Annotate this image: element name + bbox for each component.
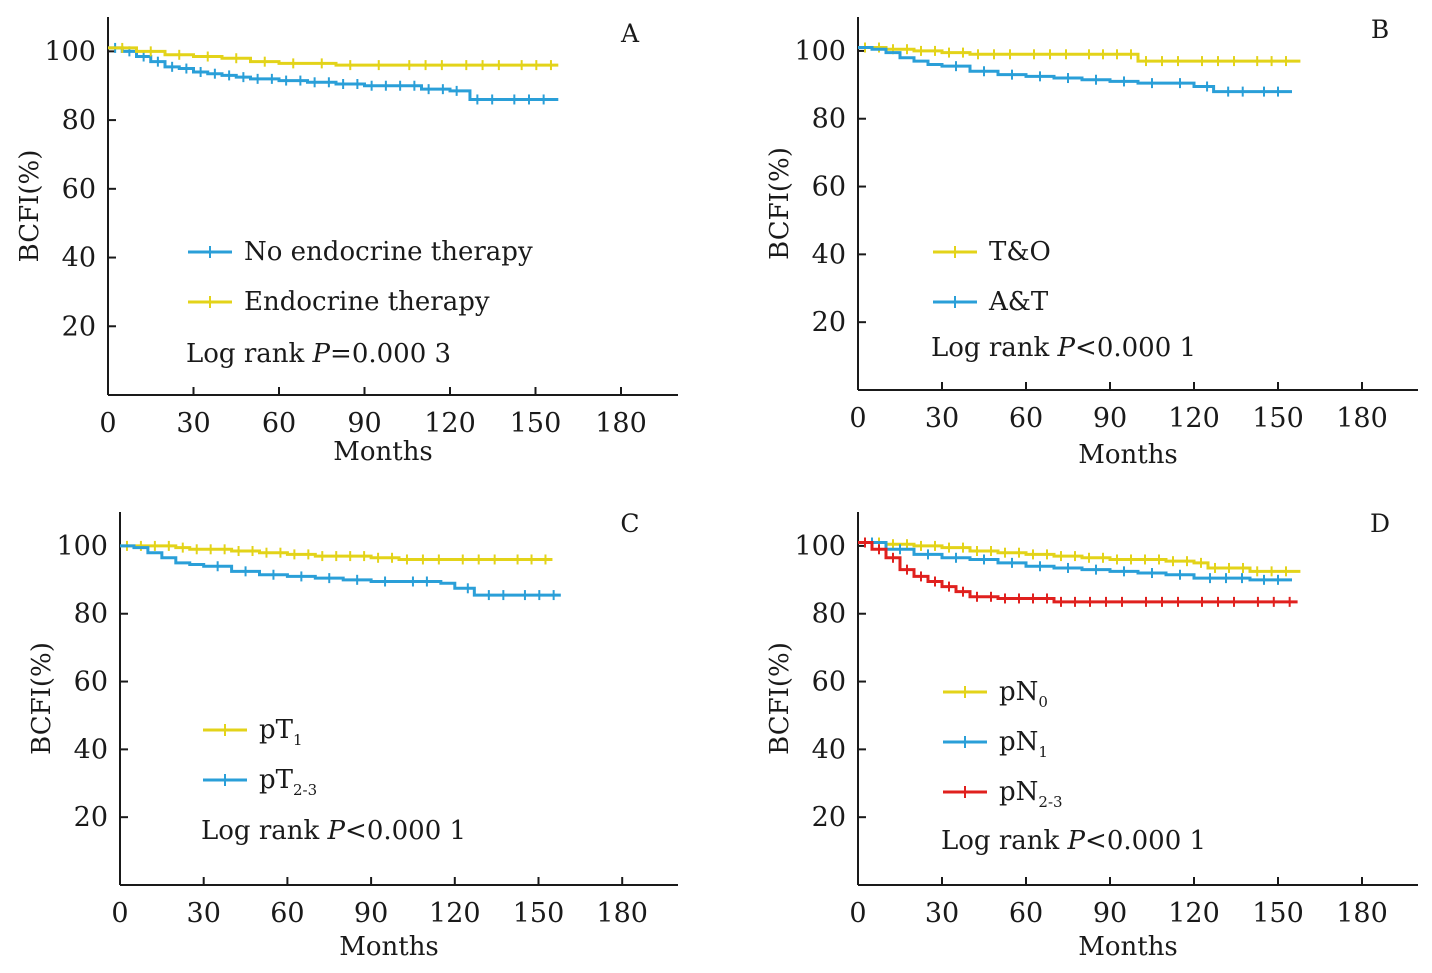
x-tick-label: 180 xyxy=(1336,898,1388,929)
x-tick-label: 120 xyxy=(424,408,476,439)
series-line xyxy=(858,46,1301,63)
y-tick-label: 20 xyxy=(812,307,846,338)
y-tick-label: 60 xyxy=(812,172,846,203)
y-tick-label: 60 xyxy=(74,667,108,698)
y-tick-label: 40 xyxy=(812,734,846,765)
x-tick-label: 0 xyxy=(849,898,866,929)
x-tick-label: 150 xyxy=(1252,898,1304,929)
legend-label: T&O xyxy=(989,237,1051,267)
panel-c: 0 30 60 90 120 150 180 20 40 60 80 100 Months BCFI(%)… xyxy=(27,509,678,962)
panel-a: 0 30 60 90 120 150 180 20 40 60 80 100 Months BCFI(%)… xyxy=(15,17,678,467)
y-axis-title: BCFI(%) xyxy=(765,147,795,260)
y-tick-label: 40 xyxy=(62,243,96,274)
x-tick-label: 60 xyxy=(1009,403,1043,434)
series-line xyxy=(858,541,1298,604)
x-axis-title: Months xyxy=(333,437,433,467)
x-tick-label: 120 xyxy=(1168,898,1220,929)
logrank-annotation: Log rank P<0.000 1 xyxy=(201,816,466,846)
x-tick-label: 120 xyxy=(1168,403,1220,434)
x-tick-label: 30 xyxy=(187,898,221,929)
x-tick-label: 180 xyxy=(1336,403,1388,434)
legend-label: pN1 xyxy=(999,727,1048,761)
logrank-annotation: Log rank P=0.000 3 xyxy=(186,339,451,369)
x-tick-label: 0 xyxy=(99,408,116,439)
legend-label: pN0 xyxy=(999,677,1048,711)
y-tick-label: 40 xyxy=(74,734,108,765)
x-tick-label: 60 xyxy=(262,408,296,439)
legend-label: pT1 xyxy=(259,715,303,749)
panel-b: 0 30 60 90 120 150 180 20 40 60 80 100 Months BCFI(%)… xyxy=(765,15,1418,470)
y-tick-label: 20 xyxy=(74,802,108,833)
series-line xyxy=(108,46,559,67)
y-tick-label: 100 xyxy=(794,531,846,562)
panel-letter: B xyxy=(1371,15,1389,44)
y-axis-title: BCFI(%) xyxy=(15,150,45,263)
x-axis-title: Months xyxy=(1078,932,1178,962)
x-tick-label: 90 xyxy=(1093,403,1127,434)
y-tick-label: 20 xyxy=(62,311,96,342)
x-axis-title: Months xyxy=(1078,440,1178,470)
x-tick-label: 90 xyxy=(354,898,388,929)
x-tick-label: 150 xyxy=(510,408,562,439)
legend-label: A&T xyxy=(988,287,1049,317)
y-tick-label: 100 xyxy=(44,36,96,67)
x-tick-label: 150 xyxy=(513,898,565,929)
series-line xyxy=(120,544,561,597)
x-tick-label: 60 xyxy=(270,898,304,929)
y-tick-label: 100 xyxy=(56,531,108,562)
panel-letter: A xyxy=(620,19,640,48)
y-tick-label: 60 xyxy=(812,667,846,698)
x-tick-label: 180 xyxy=(595,408,647,439)
x-tick-label: 120 xyxy=(429,898,481,929)
y-tick-label: 80 xyxy=(74,599,108,630)
y-axis-title: BCFI(%) xyxy=(27,642,57,755)
x-tick-label: 0 xyxy=(111,898,128,929)
x-tick-label: 180 xyxy=(596,898,648,929)
panel-letter: C xyxy=(620,509,639,538)
y-axis-title: BCFI(%) xyxy=(765,642,795,755)
x-tick-label: 30 xyxy=(925,898,959,929)
y-tick-label: 60 xyxy=(62,174,96,205)
logrank-annotation: Log rank P<0.000 1 xyxy=(931,333,1196,363)
legend-label: pT2-3 xyxy=(259,765,317,799)
y-tick-label: 20 xyxy=(812,802,846,833)
y-tick-label: 80 xyxy=(62,105,96,136)
x-tick-label: 30 xyxy=(176,408,210,439)
y-tick-label: 100 xyxy=(794,36,846,67)
x-tick-label: 90 xyxy=(347,408,381,439)
x-tick-label: 0 xyxy=(849,403,866,434)
logrank-annotation: Log rank P<0.000 1 xyxy=(941,826,1206,856)
legend-label: Endocrine therapy xyxy=(244,287,490,317)
legend-label: pN2-3 xyxy=(999,777,1063,811)
x-tick-label: 90 xyxy=(1093,898,1127,929)
panel-letter: D xyxy=(1370,509,1390,538)
series-line xyxy=(858,541,1301,573)
x-tick-label: 30 xyxy=(925,403,959,434)
legend-label: No endocrine therapy xyxy=(244,237,533,267)
panel-d: 0 30 60 90 120 150 180 20 40 60 80 100 Months BCFI(%)… xyxy=(765,509,1418,962)
series-line xyxy=(120,544,553,561)
y-tick-label: 80 xyxy=(812,104,846,135)
x-tick-label: 150 xyxy=(1252,403,1304,434)
y-tick-label: 80 xyxy=(812,599,846,630)
x-tick-label: 60 xyxy=(1009,898,1043,929)
y-tick-label: 40 xyxy=(812,239,846,270)
x-axis-title: Months xyxy=(339,932,439,962)
